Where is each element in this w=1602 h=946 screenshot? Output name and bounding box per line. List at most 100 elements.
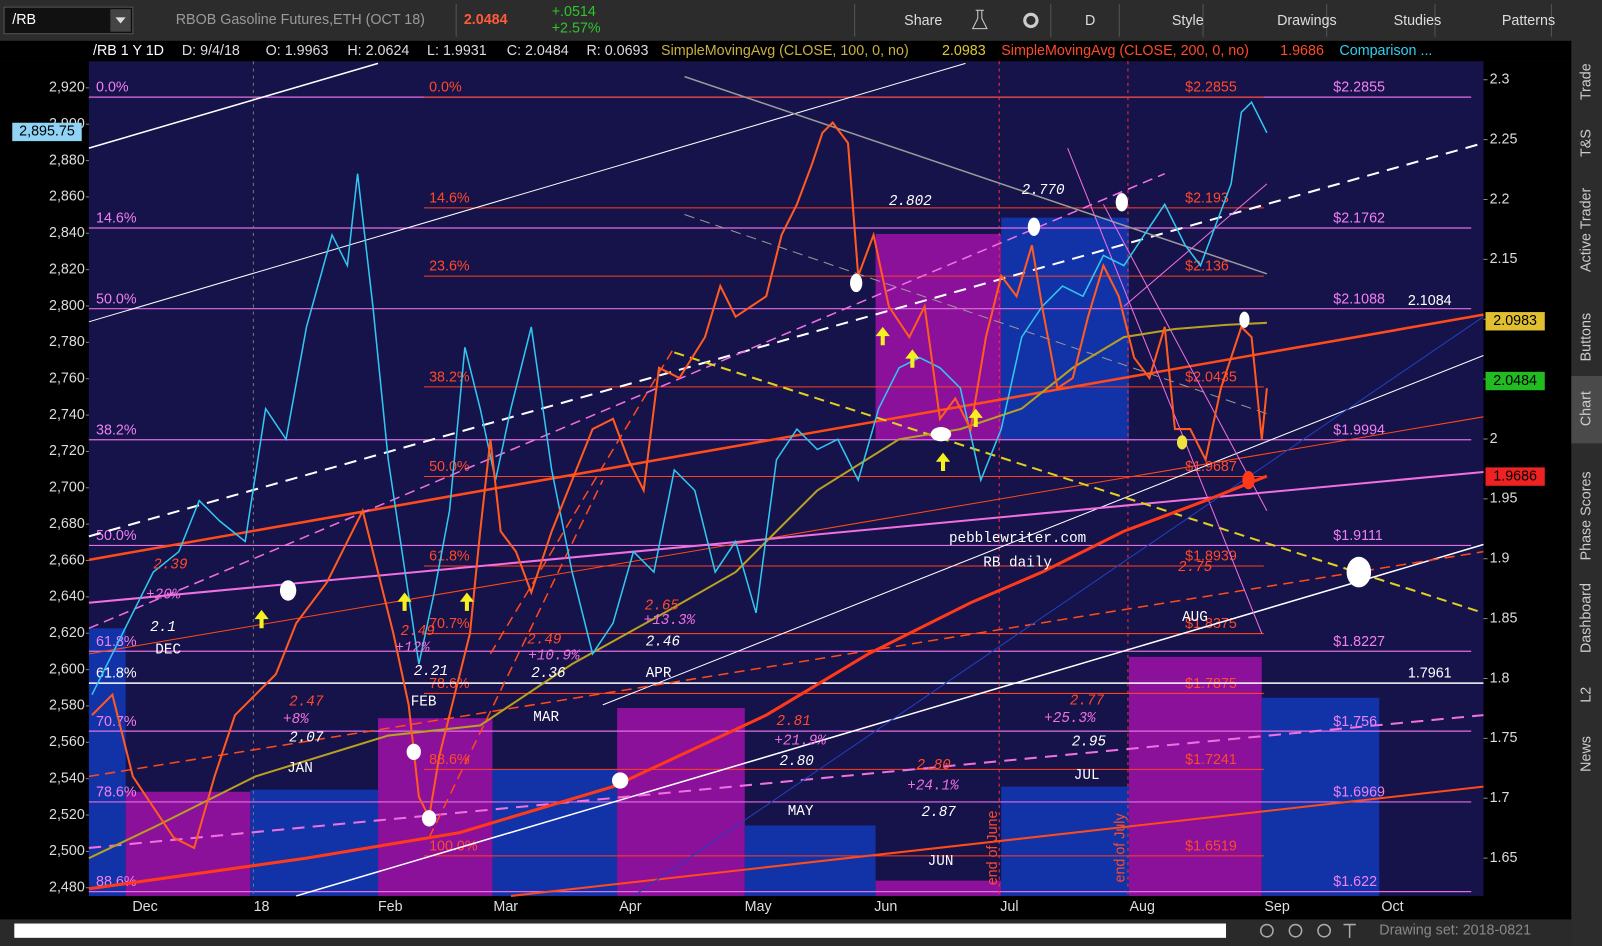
marker [1242,470,1255,490]
sidebar-tab[interactable]: Active Trader [1578,188,1594,272]
annotation: 2.21 [414,664,448,680]
month-note: MAY [788,804,814,820]
high-note: 2.81 [776,714,810,730]
fib-price: $2.1088 [1333,291,1385,307]
toolbar-button[interactable]: D [1085,13,1095,29]
y-tick-label: 2,840 [49,225,85,241]
y-tick-label: 2,480 [49,880,85,896]
sidebar-tab[interactable]: Buttons [1578,313,1594,361]
icon[interactable] [1317,923,1331,938]
scrollbar[interactable] [14,923,1227,938]
annotation: 2.770 [1022,183,1065,199]
last-price: 2.0484 [464,12,508,28]
separator [1118,4,1120,37]
trend [88,313,1484,562]
icon[interactable] [1259,923,1274,938]
info-sma100-value: 2.0983 [942,43,986,59]
sidebar [1571,0,1602,946]
change-percent: +2.57% [552,20,601,36]
sidebar-tab[interactable]: L2 [1578,687,1594,703]
sidebar-tab[interactable]: T&S [1578,129,1594,157]
high-note: 2.77 [1070,694,1105,710]
trend [88,714,1484,849]
fib-price: $2.193 [1185,190,1229,206]
trend [88,416,1484,655]
sidebar-tab[interactable]: Dashboard [1578,583,1594,653]
y-tick-label: 2,620 [49,625,85,641]
y2-tick-label: 2.15 [1490,251,1518,267]
icon[interactable] [1343,923,1356,938]
sma200 [88,474,1268,891]
separator [1550,4,1552,37]
marker [1027,217,1041,236]
sidebar-tab[interactable]: Trade [1578,63,1594,100]
fib-price: $2.2855 [1333,80,1385,96]
info-open: O: 1.9963 [266,43,329,59]
toolbar-button[interactable]: Patterns [1502,13,1555,29]
markers [279,193,1372,827]
toolbar-button[interactable]: Style [1172,13,1204,29]
marker [1176,435,1188,450]
box [88,628,126,896]
high-note: 2.49 [527,632,561,648]
toolbar [0,0,1602,41]
icon[interactable] [1288,923,1303,938]
info-symbol: /RB 1 Y 1D [93,43,164,59]
box [250,789,379,896]
price-tag-label: 1.9686 [1493,468,1537,484]
y-tick-label: 2,680 [49,516,85,532]
high-note: 2.39 [153,558,187,574]
info-close: C: 2.0484 [507,43,569,59]
gain-note: +24.1% [907,778,960,794]
price-tag [1485,467,1545,486]
y-tick-label: 2,700 [49,480,85,496]
info-sma200-value: 1.9686 [1280,43,1324,59]
high-note: 2.49 [401,624,435,640]
month-note: FEB [411,695,437,711]
high-note: 2.75 [1178,560,1213,576]
trend [296,543,1484,897]
fib-price: $1.7241 [1185,752,1237,768]
y2-tick-label: 1.65 [1490,850,1518,866]
y2-tick-label: 1.95 [1490,491,1518,507]
x-tick-label: Dec [132,899,157,915]
x-tick-label: May [745,899,773,915]
toolbar-button[interactable]: Drawings [1277,13,1337,29]
separator [854,4,856,37]
x-tick-label: Feb [378,899,403,915]
y2-tick-label: 1.75 [1490,730,1518,746]
info-sma100: SimpleMovingAvg (CLOSE, 100, 0, no) [661,43,909,59]
icon[interactable] [1023,12,1039,29]
box [1128,656,1262,896]
fib-percent: 14.6% [429,190,470,206]
trend [88,142,1484,538]
fib-price: $1.622 [1333,874,1377,890]
month-note: APR [646,666,672,682]
toolbar-button[interactable]: Studies [1394,13,1442,29]
sidebar-tab[interactable]: Chart [1578,391,1594,426]
watermark: pebblewriter.com [949,531,1086,547]
icon[interactable] [971,9,988,30]
gain-note: +21.9% [774,733,827,749]
sidebar-tab[interactable]: News [1578,736,1594,772]
fib-price: $1.6519 [1185,838,1237,854]
fib-percent: 61.8% [96,634,137,650]
price-tag-label: 2.0484 [1493,373,1537,389]
y-tick-label: 2,860 [49,189,85,205]
y-tick-label: 2,640 [49,589,85,605]
y2-tick-label: 2.25 [1490,131,1518,147]
fib-price: $1.6969 [1333,785,1385,801]
symbol[interactable]: /RB [12,12,36,28]
annotation: 2.46 [646,634,681,650]
fib-percent: 61.8% [429,549,470,565]
sidebar-tab[interactable]: Phase Scores [1578,471,1594,560]
fib-price: $1.9994 [1333,422,1385,438]
trend [88,550,1484,778]
month-note: JUN [928,854,954,870]
marker [611,772,629,789]
fib-percent: 0.0% [429,80,462,96]
toolbar-button[interactable]: Share [904,13,942,29]
level-price: 1.7961 [1408,666,1452,682]
y2-tick-label: 1.85 [1490,610,1518,626]
